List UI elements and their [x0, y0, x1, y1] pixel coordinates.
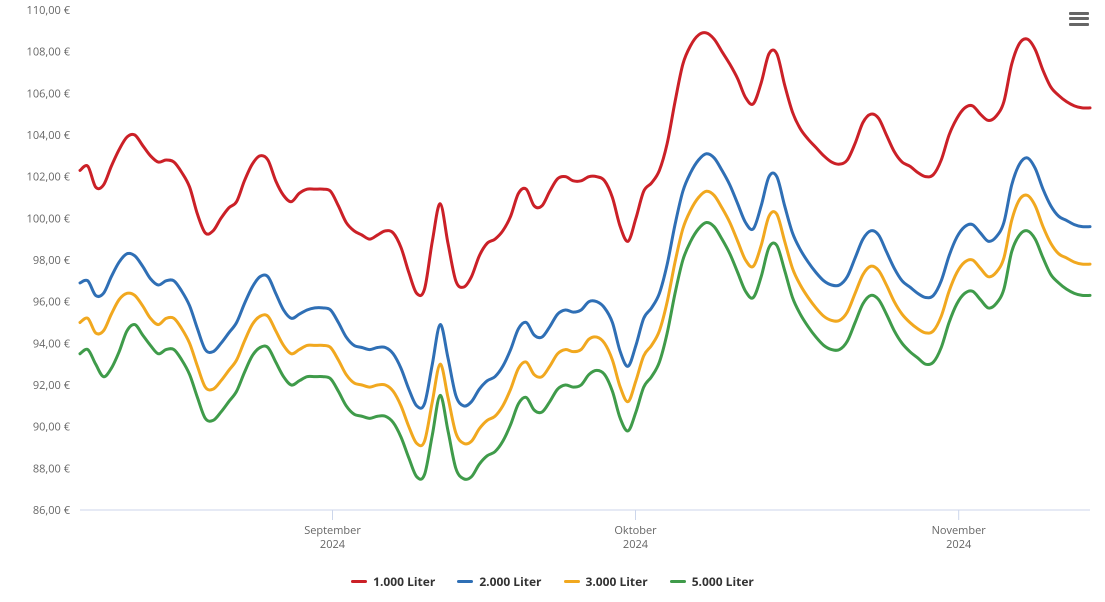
legend: 1.000 Liter 2.000 Liter 3.000 Liter 5.000 L… [0, 573, 1105, 590]
legend-label: 2.000 Liter [479, 573, 541, 590]
legend-swatch [351, 580, 367, 583]
legend-label: 5.000 Liter [692, 573, 754, 590]
legend-item[interactable]: 2.000 Liter [457, 573, 541, 590]
x-tick-sublabel: 2024 [320, 537, 346, 552]
legend-label: 1.000 Liter [373, 573, 435, 590]
y-tick-label: 104,00 € [27, 128, 71, 143]
legend-swatch [457, 580, 473, 583]
y-tick-label: 96,00 € [33, 295, 71, 310]
chart-menu-button[interactable] [1067, 8, 1091, 30]
series-line [80, 154, 1090, 409]
x-tick-sublabel: 2024 [623, 537, 649, 552]
x-tick-sublabel: 2024 [946, 537, 972, 552]
y-tick-label: 94,00 € [33, 336, 71, 351]
price-chart: 86,00 € 88,00 € 90,00 € 92,00 € 94,00 € 96,00… [0, 0, 1105, 602]
series-line [80, 222, 1090, 479]
x-tick-label: November [932, 523, 987, 538]
y-tick-label: 108,00 € [27, 45, 71, 60]
x-tick-label: Oktober [614, 523, 657, 538]
legend-item[interactable]: 1.000 Liter [351, 573, 435, 590]
y-tick-label: 90,00 € [33, 420, 71, 435]
y-tick-label: 86,00 € [33, 503, 71, 518]
legend-swatch [670, 580, 686, 583]
legend-swatch [564, 580, 580, 583]
y-tick-label: 88,00 € [33, 461, 71, 476]
y-tick-label: 106,00 € [27, 86, 71, 101]
y-tick-label: 98,00 € [33, 253, 71, 268]
chart-canvas: 86,00 € 88,00 € 90,00 € 92,00 € 94,00 € 96,00… [0, 0, 1105, 562]
series-line [80, 33, 1090, 296]
legend-item[interactable]: 5.000 Liter [670, 573, 754, 590]
y-tick-label: 102,00 € [27, 170, 71, 185]
y-tick-label: 92,00 € [33, 378, 71, 393]
x-tick-label: September [304, 523, 361, 538]
legend-label: 3.000 Liter [586, 573, 648, 590]
y-tick-label: 110,00 € [27, 3, 71, 18]
y-tick-label: 100,00 € [27, 211, 71, 226]
legend-item[interactable]: 3.000 Liter [564, 573, 648, 590]
series-line [80, 191, 1090, 446]
